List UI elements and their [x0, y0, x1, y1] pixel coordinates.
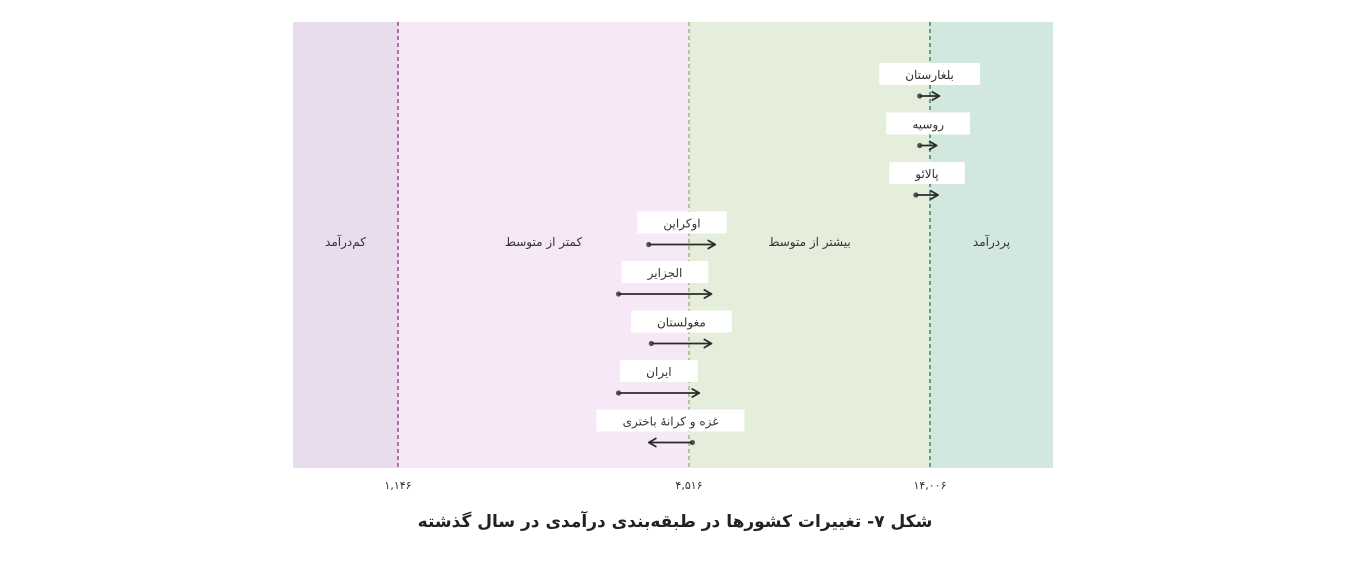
country-0: بلغارستان	[879, 63, 980, 101]
region-label-1: کمتر از متوسط	[505, 235, 583, 250]
region-label-2: بیشتر از متوسط	[768, 235, 850, 250]
region-0	[293, 22, 398, 468]
country-label-box-7	[596, 409, 745, 432]
country-label-box-3	[637, 211, 727, 234]
region-label-3: پردرآمد	[973, 234, 1010, 250]
income-regions	[293, 22, 1053, 468]
country-label-2: پالائو	[914, 167, 938, 182]
country-4: الجزایر	[615, 261, 713, 299]
country-label-box-2	[889, 162, 965, 184]
country-label-box-6	[620, 360, 698, 382]
country-2: پالائو	[889, 162, 965, 200]
country-arrows: بلغارستان روسیه پالائو اوکراین الجزایر مغولست…	[596, 63, 980, 448]
country-1: روسیه	[886, 112, 971, 151]
country-label-7: غزه و کرانهٔ باختری	[623, 415, 719, 430]
country-label-6: ایران	[646, 365, 671, 380]
country-6: ایران	[615, 360, 701, 398]
threshold-tick-labels: ۱,۱۴۶ ۴,۵۱۶ ۱۴,۰۰۶	[384, 479, 946, 492]
country-label-0: بلغارستان	[905, 68, 954, 83]
threshold-tick-label-1: ۴,۵۱۶	[675, 479, 702, 492]
threshold-tick-label-2: ۱۴,۰۰۶	[913, 479, 946, 492]
threshold-tick-label-0: ۱,۱۴۶	[384, 479, 411, 492]
region-label-0: کم‌درآمد	[325, 234, 366, 250]
country-5: مغولستان	[630, 310, 732, 349]
country-label-box-1	[886, 112, 971, 135]
country-label-5: مغولستان	[657, 316, 706, 331]
country-label-3: اوکراین	[663, 217, 700, 232]
country-3: اوکراین	[637, 211, 727, 250]
country-label-box-0	[879, 63, 980, 85]
region-3	[930, 22, 1053, 468]
country-label-4: الجزایر	[647, 266, 683, 281]
figure-caption: شکل ۷- تغییرات کشورها در طبقه‌بندی درآمد…	[417, 512, 933, 532]
country-label-box-5	[630, 310, 732, 333]
income-classification-chart: کم‌درآمد کمتر از متوسط بیشتر از متوسط پردرآ…	[293, 22, 1053, 492]
country-7: غزه و کرانهٔ باختری	[596, 409, 745, 448]
country-label-1: روسیه	[912, 118, 944, 133]
region-2	[689, 22, 930, 468]
country-label-box-4	[621, 261, 709, 283]
region-labels: کم‌درآمد کمتر از متوسط بیشتر از متوسط پردرآ…	[325, 234, 1010, 250]
